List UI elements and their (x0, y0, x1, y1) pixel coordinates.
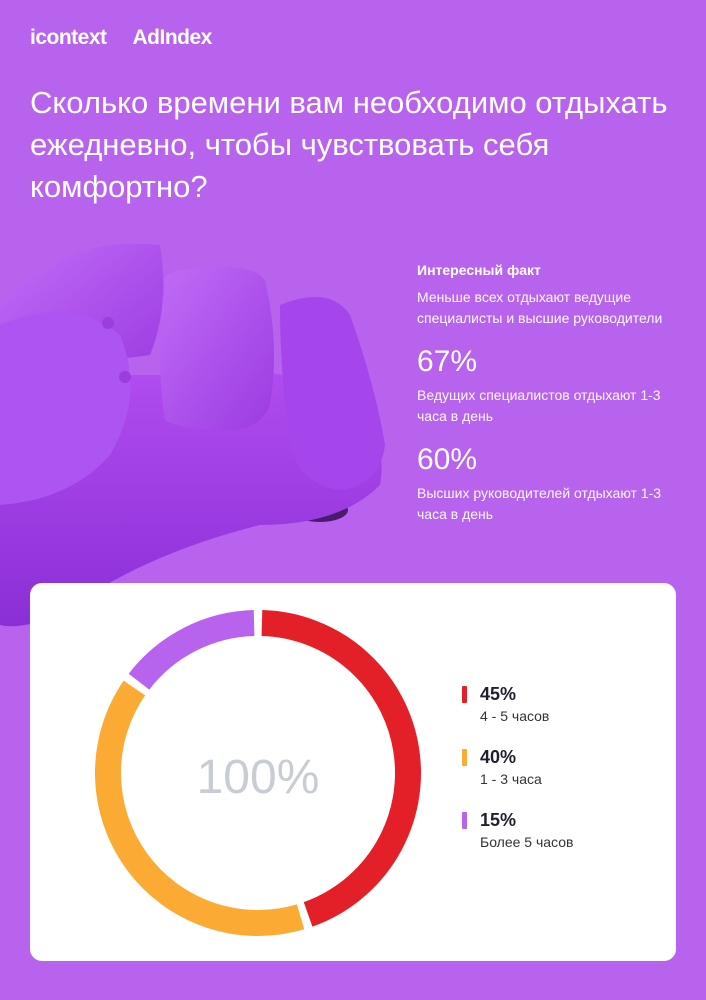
legend-value: 40% (480, 747, 517, 767)
donut-chart: 100% (95, 610, 421, 936)
legend-swatch (462, 686, 467, 703)
legend-label: 1 - 3 часа (480, 771, 542, 787)
stat-value-executives: 60% (417, 443, 478, 476)
legend-value: 15% (480, 810, 517, 830)
logos: icontext AdIndex (30, 26, 212, 50)
stat-value-specialists: 67% (417, 345, 478, 378)
stat-text-executives: Высших руководителей отдыхают 1-3 часа в… (417, 485, 662, 522)
legend-label: 4 - 5 часов (480, 708, 550, 724)
donut-segment-2 (128, 610, 255, 690)
stat-text-specialists: Ведущих специалистов отдыхают 1-3 часа в… (417, 387, 661, 424)
adindex-logo: AdIndex (132, 26, 213, 49)
legend-label: Более 5 часов (480, 834, 574, 850)
donut-segment-1 (95, 680, 305, 936)
chart-legend: 45% 4 - 5 часов 40% 1 - 3 часа 15% Более… (462, 683, 573, 872)
interesting-fact: Интересный факт Меньше всех отдыхают вед… (417, 262, 687, 525)
legend-value: 45% (480, 684, 517, 704)
chart-card: 100% 45% 4 - 5 часов 40% 1 - 3 часа 15% … (30, 583, 676, 961)
icontext-logo: icontext (30, 26, 107, 49)
page-title: Сколько времени вам необходимо отдыхать … (30, 85, 668, 204)
sofa-illustration (0, 243, 385, 627)
donut-center-label: 100% (197, 751, 320, 804)
fact-intro: Меньше всех отдыхают ведущие специалисты… (417, 289, 663, 326)
legend-item-4-5h: 45% 4 - 5 часов (462, 683, 573, 724)
legend-swatch (462, 812, 467, 829)
legend-item-5h-plus: 15% Более 5 часов (462, 809, 573, 850)
donut-segment-0 (261, 610, 421, 927)
fact-heading: Интересный факт (417, 262, 541, 278)
legend-item-1-3h: 40% 1 - 3 часа (462, 746, 573, 787)
legend-swatch (462, 749, 467, 766)
